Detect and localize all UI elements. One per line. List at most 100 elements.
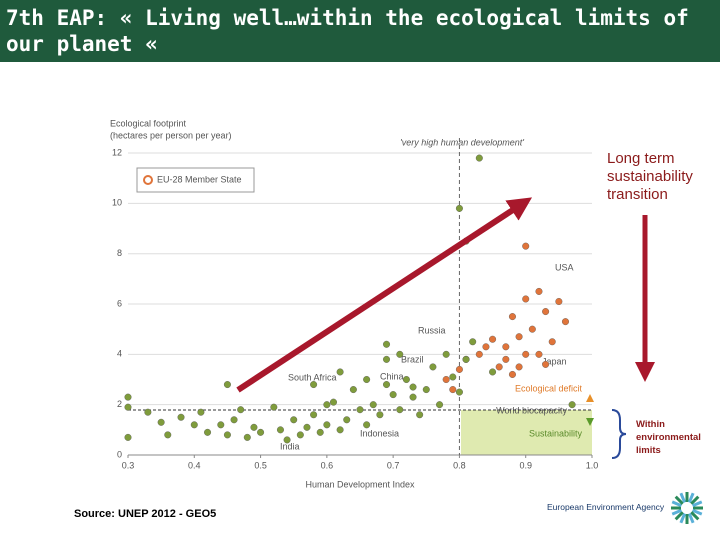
point bbox=[276, 426, 284, 434]
y-tick-label: 12 bbox=[112, 147, 122, 157]
logo-ray bbox=[679, 512, 687, 524]
deficit-arrow bbox=[586, 394, 594, 402]
point bbox=[548, 338, 556, 346]
point bbox=[535, 287, 543, 295]
x-tick-label: 0.5 bbox=[254, 460, 267, 470]
sustainability-arrow bbox=[586, 418, 594, 426]
point bbox=[555, 298, 563, 306]
y-axis-label: (hectares per person per year) bbox=[110, 130, 232, 140]
point bbox=[502, 343, 510, 351]
source: Source: UNEP 2012 - GEO5 bbox=[74, 508, 217, 520]
point bbox=[124, 393, 132, 401]
point bbox=[323, 421, 331, 429]
y-axis-label: Ecological footprint bbox=[110, 118, 187, 128]
point bbox=[124, 403, 132, 411]
legend-marker bbox=[143, 175, 153, 185]
point bbox=[409, 383, 417, 391]
limits-label: Within environmental limits bbox=[636, 419, 701, 456]
y-tick-label: 2 bbox=[117, 399, 122, 409]
logo-ray bbox=[679, 492, 687, 504]
point bbox=[535, 350, 543, 358]
annotation: China bbox=[380, 371, 404, 381]
point bbox=[528, 325, 536, 333]
annotation: World biocapacity bbox=[496, 405, 567, 415]
point bbox=[462, 355, 470, 363]
annotation: Indonesia bbox=[360, 428, 399, 438]
logo-ray bbox=[687, 492, 695, 504]
logo-text: European Environment Agency bbox=[547, 502, 665, 512]
point bbox=[542, 360, 550, 368]
x-tick-label: 0.8 bbox=[453, 460, 466, 470]
annotation: South Africa bbox=[288, 372, 337, 382]
point bbox=[363, 421, 371, 429]
point bbox=[124, 433, 132, 441]
logo-mark bbox=[671, 492, 703, 524]
annotation: 'very high human development' bbox=[400, 137, 524, 147]
annotation: Ecological deficit bbox=[515, 383, 583, 393]
point bbox=[296, 431, 304, 439]
annotation: Sustainability bbox=[529, 428, 583, 438]
y-tick-label: 8 bbox=[117, 248, 122, 258]
point bbox=[336, 368, 344, 376]
point bbox=[310, 411, 318, 419]
point bbox=[237, 406, 245, 414]
logo-ray bbox=[690, 511, 700, 521]
point bbox=[336, 426, 344, 434]
point bbox=[449, 386, 457, 394]
point bbox=[522, 242, 530, 250]
point bbox=[349, 386, 357, 394]
point bbox=[508, 370, 516, 378]
x-tick-label: 0.9 bbox=[519, 460, 532, 470]
point bbox=[455, 388, 463, 396]
point bbox=[489, 368, 497, 376]
point bbox=[475, 154, 483, 162]
point bbox=[515, 333, 523, 341]
point bbox=[522, 350, 530, 358]
point bbox=[290, 416, 298, 424]
point bbox=[383, 340, 391, 348]
x-tick-label: 0.7 bbox=[387, 460, 400, 470]
point bbox=[310, 381, 318, 389]
point bbox=[522, 295, 530, 303]
point bbox=[243, 433, 251, 441]
point bbox=[442, 350, 450, 358]
point bbox=[402, 376, 410, 384]
x-tick-label: 1.0 bbox=[586, 460, 599, 470]
logo-ray bbox=[674, 511, 684, 521]
point bbox=[383, 381, 391, 389]
point bbox=[396, 350, 404, 358]
point bbox=[389, 391, 397, 399]
point bbox=[376, 411, 384, 419]
transition-label: Long term sustainability transition bbox=[607, 150, 693, 203]
point bbox=[515, 363, 523, 371]
point bbox=[356, 406, 364, 414]
header: 7th EAP: « Living well…within the ecolog… bbox=[0, 0, 720, 62]
logo-ray bbox=[691, 508, 703, 516]
point bbox=[204, 428, 212, 436]
point bbox=[343, 416, 351, 424]
y-tick-label: 10 bbox=[112, 198, 122, 208]
logo-ray bbox=[671, 500, 683, 508]
logo-ray bbox=[691, 500, 703, 508]
point bbox=[422, 386, 430, 394]
point bbox=[561, 318, 569, 326]
logo-ray bbox=[690, 495, 700, 505]
x-tick-label: 0.6 bbox=[321, 460, 334, 470]
x-tick-label: 0.4 bbox=[188, 460, 201, 470]
point bbox=[489, 335, 497, 343]
logo-ray bbox=[687, 512, 695, 524]
point bbox=[449, 373, 457, 381]
point bbox=[429, 363, 437, 371]
point bbox=[416, 411, 424, 419]
point bbox=[316, 428, 324, 436]
point bbox=[329, 398, 337, 406]
point bbox=[482, 343, 490, 351]
point bbox=[270, 403, 278, 411]
point bbox=[383, 355, 391, 363]
point bbox=[469, 338, 477, 346]
point bbox=[144, 408, 152, 416]
annotation: Japan bbox=[542, 356, 567, 366]
y-tick-label: 6 bbox=[117, 298, 122, 308]
